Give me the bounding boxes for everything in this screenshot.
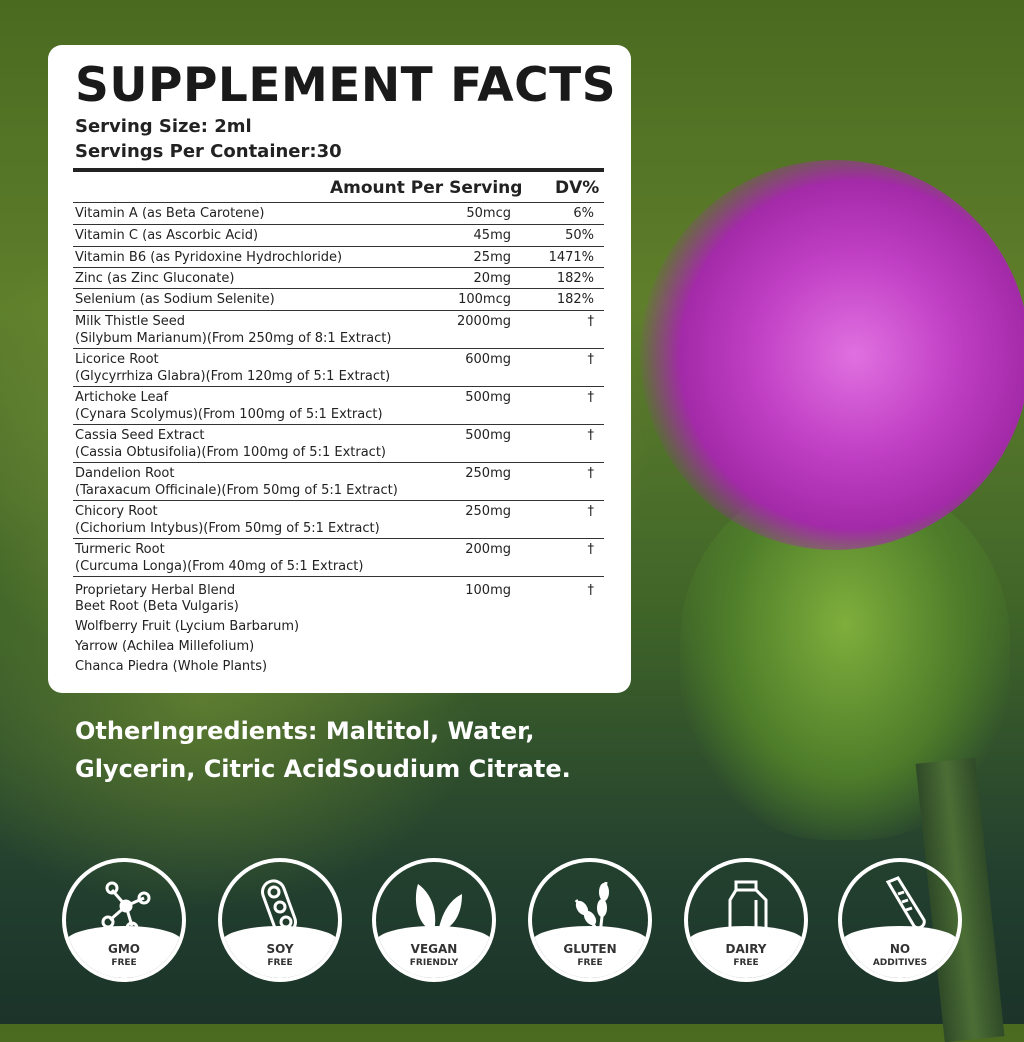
amount: 50mcg	[466, 206, 511, 221]
amount: 500mg	[465, 428, 511, 443]
badge-base	[66, 926, 182, 978]
blend-item: Wolfberry Fruit (Lycium Barbarum)	[75, 619, 300, 634]
amount: 500mg	[465, 390, 511, 405]
amount: 200mg	[465, 542, 511, 557]
ingredient-name: Vitamin C (as Ascorbic Acid)	[75, 228, 259, 243]
servings-per-container: Servings Per Container:30	[75, 141, 342, 162]
amount: 100mcg	[458, 292, 511, 307]
blend-item: Beet Root (Beta Vulgaris)	[75, 599, 239, 614]
daily-value: 182%	[556, 271, 594, 286]
badge-gluten: GLUTEN FREE	[528, 858, 652, 982]
daily-value: †	[587, 314, 595, 329]
ingredient-name: Selenium (as Sodium Selenite)	[75, 292, 275, 307]
badge-sublabel: ADDITIVES	[872, 958, 928, 968]
supplement-facts-panel	[48, 45, 631, 693]
ingredient-name: Proprietary Herbal Blend	[75, 583, 236, 598]
table-row: Vitamin C (as Ascorbic Acid) 45mg 50%	[73, 224, 604, 243]
ingredient-name: Milk Thistle Seed (Silybum Marianum)(From…	[75, 314, 392, 346]
badge-label: DAIRY	[725, 942, 767, 956]
table-row: Vitamin A (as Beta Carotene) 50mcg 6%	[73, 202, 604, 221]
badge-label: SOY	[266, 942, 294, 956]
table-row: Zinc (as Zinc Gluconate) 20mg 182%	[73, 267, 604, 286]
amount: 600mg	[465, 352, 511, 367]
badge-base	[688, 926, 804, 978]
divider	[73, 168, 604, 172]
ingredient-name: Artichoke Leaf (Cynara Scolymus)(From 100…	[75, 390, 383, 422]
table-row: Chicory Root (Cichorium Intybus)(From 50m…	[73, 500, 604, 536]
badge-dairy: DAIRY FREE	[684, 858, 808, 982]
amount: 250mg	[465, 466, 511, 481]
daily-value: †	[587, 352, 595, 367]
badge-vegan: VEGAN FRIENDLY	[372, 858, 496, 982]
amount: 25mg	[473, 250, 511, 265]
blend-item: Yarrow (Achilea Millefolium)	[75, 639, 255, 654]
badge-sublabel: FREE	[577, 958, 603, 968]
badge-sublabel: FREE	[267, 958, 293, 968]
badge-sublabel: FREE	[733, 958, 759, 968]
daily-value: †	[587, 542, 595, 557]
badge-base	[842, 926, 958, 978]
table-row: Cassia Seed Extract (Cassia Obtusifolia)(…	[73, 424, 604, 460]
ingredient-name: Licorice Root (Glycyrrhiza Glabra)(From 1…	[75, 352, 391, 384]
facts-title: SUPPLEMENT FACTS	[75, 58, 617, 113]
ingredient-name: Chicory Root (Cichorium Intybus)(From 50m…	[75, 504, 380, 536]
amount: 45mg	[473, 228, 511, 243]
table-row: Selenium (as Sodium Selenite) 100mcg 182…	[73, 288, 604, 307]
table-row: Licorice Root (Glycyrrhiza Glabra)(From 1…	[73, 348, 604, 384]
ingredient-name: Zinc (as Zinc Gluconate)	[75, 271, 235, 286]
thistle-flower	[640, 160, 1024, 550]
daily-value: †	[587, 583, 595, 598]
daily-value: †	[587, 466, 595, 481]
blend-item: Chanca Piedra (Whole Plants)	[75, 659, 268, 674]
badge-label: GLUTEN	[563, 942, 617, 956]
daily-value: †	[587, 428, 595, 443]
table-row: Artichoke Leaf (Cynara Scolymus)(From 100…	[73, 386, 604, 422]
amount: 2000mg	[457, 314, 511, 329]
table-row: Dandelion Root (Taraxacum Officinale)(Fro…	[73, 462, 604, 498]
badge-no: NO ADDITIVES	[838, 858, 962, 982]
badge-base	[532, 926, 648, 978]
ingredient-name: Cassia Seed Extract (Cassia Obtusifolia)(…	[75, 428, 386, 460]
badge-label: NO	[889, 942, 911, 956]
table-row: Milk Thistle Seed (Silybum Marianum)(From…	[73, 310, 604, 346]
table-row: Turmeric Root (Curcuma Longa)(From 40mg o…	[73, 538, 604, 574]
amount: 250mg	[465, 504, 511, 519]
badge-base	[376, 926, 492, 978]
daily-value: †	[587, 504, 595, 519]
table-row: Proprietary Herbal Blend 100mg †	[73, 576, 604, 598]
badge-sublabel: FREE	[111, 958, 137, 968]
badge-soy: SOY FREE	[218, 858, 342, 982]
other-ingredients: OtherIngredients: Maltitol, Water, Glyce…	[75, 717, 571, 783]
header-dv: DV%	[555, 178, 600, 198]
badge-label: GMO	[108, 942, 140, 956]
ingredient-name: Turmeric Root (Curcuma Longa)(From 40mg o…	[75, 542, 364, 574]
table-row: Vitamin B6 (as Pyridoxine Hydrochloride)…	[73, 246, 604, 265]
header-amount: Amount Per Serving	[330, 178, 523, 198]
daily-value: †	[587, 390, 595, 405]
leaf-icon	[415, 884, 462, 932]
amount: 100mg	[465, 583, 511, 598]
daily-value: 50%	[565, 228, 594, 243]
ingredient-name: Vitamin B6 (as Pyridoxine Hydrochloride)	[75, 250, 343, 265]
badge-base	[222, 926, 338, 978]
badge-label: VEGAN	[410, 942, 458, 956]
amount: 20mg	[473, 271, 511, 286]
daily-value: 182%	[556, 292, 594, 307]
daily-value: 1471%	[548, 250, 594, 265]
badge-sublabel: FRIENDLY	[409, 958, 459, 968]
serving-size: Serving Size: 2ml	[75, 116, 252, 137]
daily-value: 6%	[573, 206, 594, 221]
ingredient-name: Dandelion Root (Taraxacum Officinale)(Fro…	[75, 466, 398, 498]
badge-gmo: GMO FREE	[62, 858, 186, 982]
ingredient-name: Vitamin A (as Beta Carotene)	[75, 206, 265, 221]
